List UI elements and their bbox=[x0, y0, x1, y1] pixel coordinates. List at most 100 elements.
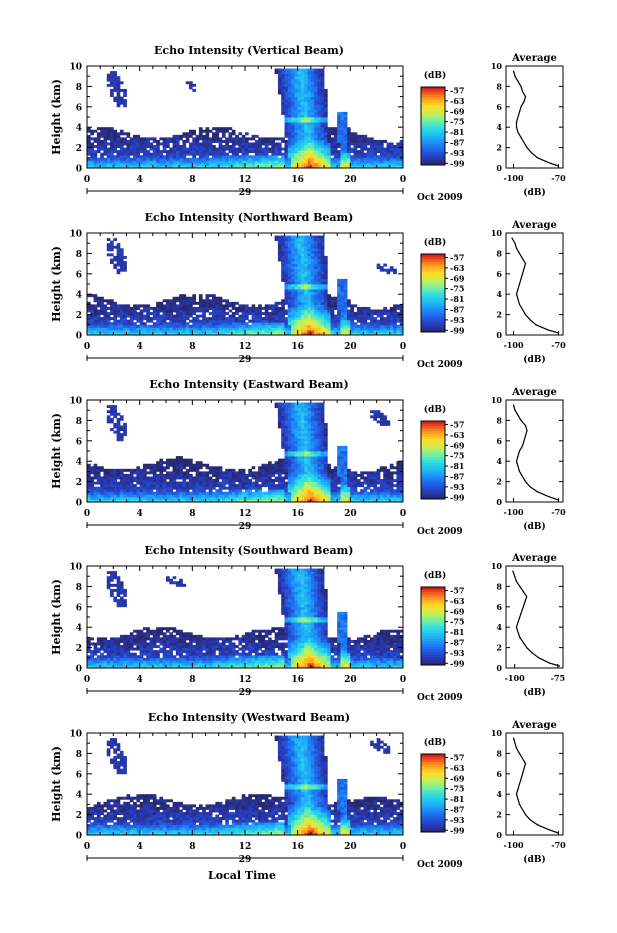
heatmap-cell bbox=[317, 330, 321, 333]
heatmap-cell bbox=[117, 79, 121, 82]
heatmap-cell bbox=[232, 153, 236, 156]
heatmap-cell bbox=[311, 238, 315, 241]
heatmap-cell bbox=[199, 163, 203, 166]
heatmap-cell bbox=[334, 135, 338, 138]
heatmap-cell bbox=[288, 76, 292, 79]
heatmap-cell bbox=[169, 160, 173, 163]
heatmap-cell bbox=[136, 312, 140, 315]
heatmap-cell bbox=[317, 153, 321, 156]
heatmap-cell bbox=[285, 246, 289, 249]
heatmap-cell bbox=[94, 497, 98, 500]
heatmap-cell bbox=[311, 413, 315, 416]
heatmap-cell bbox=[268, 327, 272, 330]
heatmap-cell bbox=[291, 261, 295, 264]
heatmap-cell bbox=[163, 482, 167, 485]
heatmap-cell bbox=[117, 310, 121, 313]
heatmap-cell bbox=[219, 304, 223, 307]
heatmap-cell bbox=[311, 461, 315, 464]
heatmap-cell bbox=[219, 143, 223, 146]
heatmap-cell bbox=[173, 330, 177, 333]
heatmap-cell bbox=[340, 163, 344, 166]
heatmap-cell bbox=[268, 479, 272, 482]
heatmap-cell bbox=[238, 484, 242, 487]
heatmap-cell bbox=[278, 320, 282, 323]
heatmap-cell bbox=[143, 492, 147, 495]
heatmap-cell bbox=[321, 279, 325, 282]
heatmap-cell bbox=[258, 153, 262, 156]
heatmap-cell bbox=[146, 464, 150, 467]
heatmap-cell bbox=[127, 315, 131, 318]
heatmap-cell bbox=[298, 241, 302, 244]
heatmap-cell bbox=[308, 315, 312, 318]
heatmap-cell bbox=[288, 259, 292, 262]
heatmap-cell bbox=[383, 330, 387, 333]
heatmap-cell bbox=[156, 487, 160, 490]
heatmap-cell bbox=[291, 320, 295, 323]
heatmap-cell bbox=[278, 76, 282, 79]
heatmap-cell bbox=[143, 471, 147, 474]
heatmap-cell bbox=[278, 150, 282, 153]
heatmap-cell bbox=[311, 236, 315, 239]
heatmap-cell bbox=[278, 469, 282, 472]
heatmap-cell bbox=[271, 464, 275, 467]
heatmap-cell bbox=[90, 143, 94, 146]
heatmap-cell bbox=[285, 451, 289, 454]
heatmap-cell bbox=[136, 320, 140, 323]
heatmap-cell bbox=[120, 487, 124, 490]
heatmap-cell bbox=[285, 320, 289, 323]
heatmap-cell bbox=[321, 299, 325, 302]
heatmap-cell bbox=[344, 143, 348, 146]
heatmap-cell bbox=[324, 259, 328, 262]
heatmap-cell bbox=[373, 153, 377, 156]
heatmap-cell bbox=[123, 487, 127, 490]
heatmap-cell bbox=[291, 317, 295, 320]
heatmap-cell bbox=[317, 474, 321, 477]
heatmap-cell bbox=[127, 494, 131, 497]
heatmap-cell bbox=[209, 150, 213, 153]
heatmap-cell bbox=[166, 137, 170, 140]
heatmap-cell bbox=[97, 137, 101, 140]
heatmap-cell bbox=[169, 479, 173, 482]
heatmap-cell bbox=[275, 469, 279, 472]
heatmap-cell bbox=[340, 122, 344, 125]
heatmap-cell bbox=[238, 494, 242, 497]
heatmap-cell bbox=[311, 102, 315, 105]
heatmap-cell bbox=[186, 153, 190, 156]
heatmap-cell bbox=[314, 448, 318, 451]
heatmap-cell bbox=[100, 155, 104, 158]
heatmap-cell bbox=[146, 155, 150, 158]
heatmap-cell bbox=[304, 284, 308, 287]
heatmap-cell bbox=[110, 74, 114, 77]
heatmap-cell bbox=[308, 238, 312, 241]
heatmap-cell bbox=[107, 497, 111, 500]
heatmap-cell bbox=[311, 292, 315, 295]
heatmap bbox=[87, 403, 403, 503]
heatmap-cell bbox=[123, 479, 127, 482]
heatmap-cell bbox=[291, 81, 295, 84]
heatmap-cell bbox=[235, 155, 239, 158]
heatmap-cell bbox=[202, 317, 206, 320]
heatmap-cell bbox=[215, 466, 219, 469]
heatmap-cell bbox=[301, 415, 305, 418]
heatmap-cell bbox=[304, 320, 308, 323]
heatmap-cell bbox=[206, 464, 210, 467]
heatmap-cell bbox=[350, 163, 354, 166]
heatmap-cell bbox=[288, 284, 292, 287]
heatmap-cell bbox=[186, 477, 190, 480]
heatmap-cell bbox=[189, 132, 193, 135]
heatmap-cell bbox=[344, 294, 348, 297]
heatmap-cell bbox=[285, 431, 289, 434]
heatmap-cell bbox=[225, 163, 229, 166]
heatmap-cell bbox=[285, 464, 289, 467]
heatmap-cell bbox=[110, 413, 114, 416]
heatmap-cell bbox=[166, 158, 170, 161]
heatmap-cell bbox=[288, 158, 292, 161]
heatmap-cell bbox=[182, 330, 186, 333]
heatmap-cell bbox=[331, 317, 335, 320]
panel-3: Echo Intensity (Eastward Beam)0246810Hei… bbox=[50, 378, 566, 537]
heatmap-cell bbox=[248, 160, 252, 163]
heatmap-cell bbox=[291, 271, 295, 274]
heatmap-cell bbox=[298, 279, 302, 282]
heatmap-cell bbox=[317, 251, 321, 254]
heatmap-cell bbox=[337, 281, 341, 284]
